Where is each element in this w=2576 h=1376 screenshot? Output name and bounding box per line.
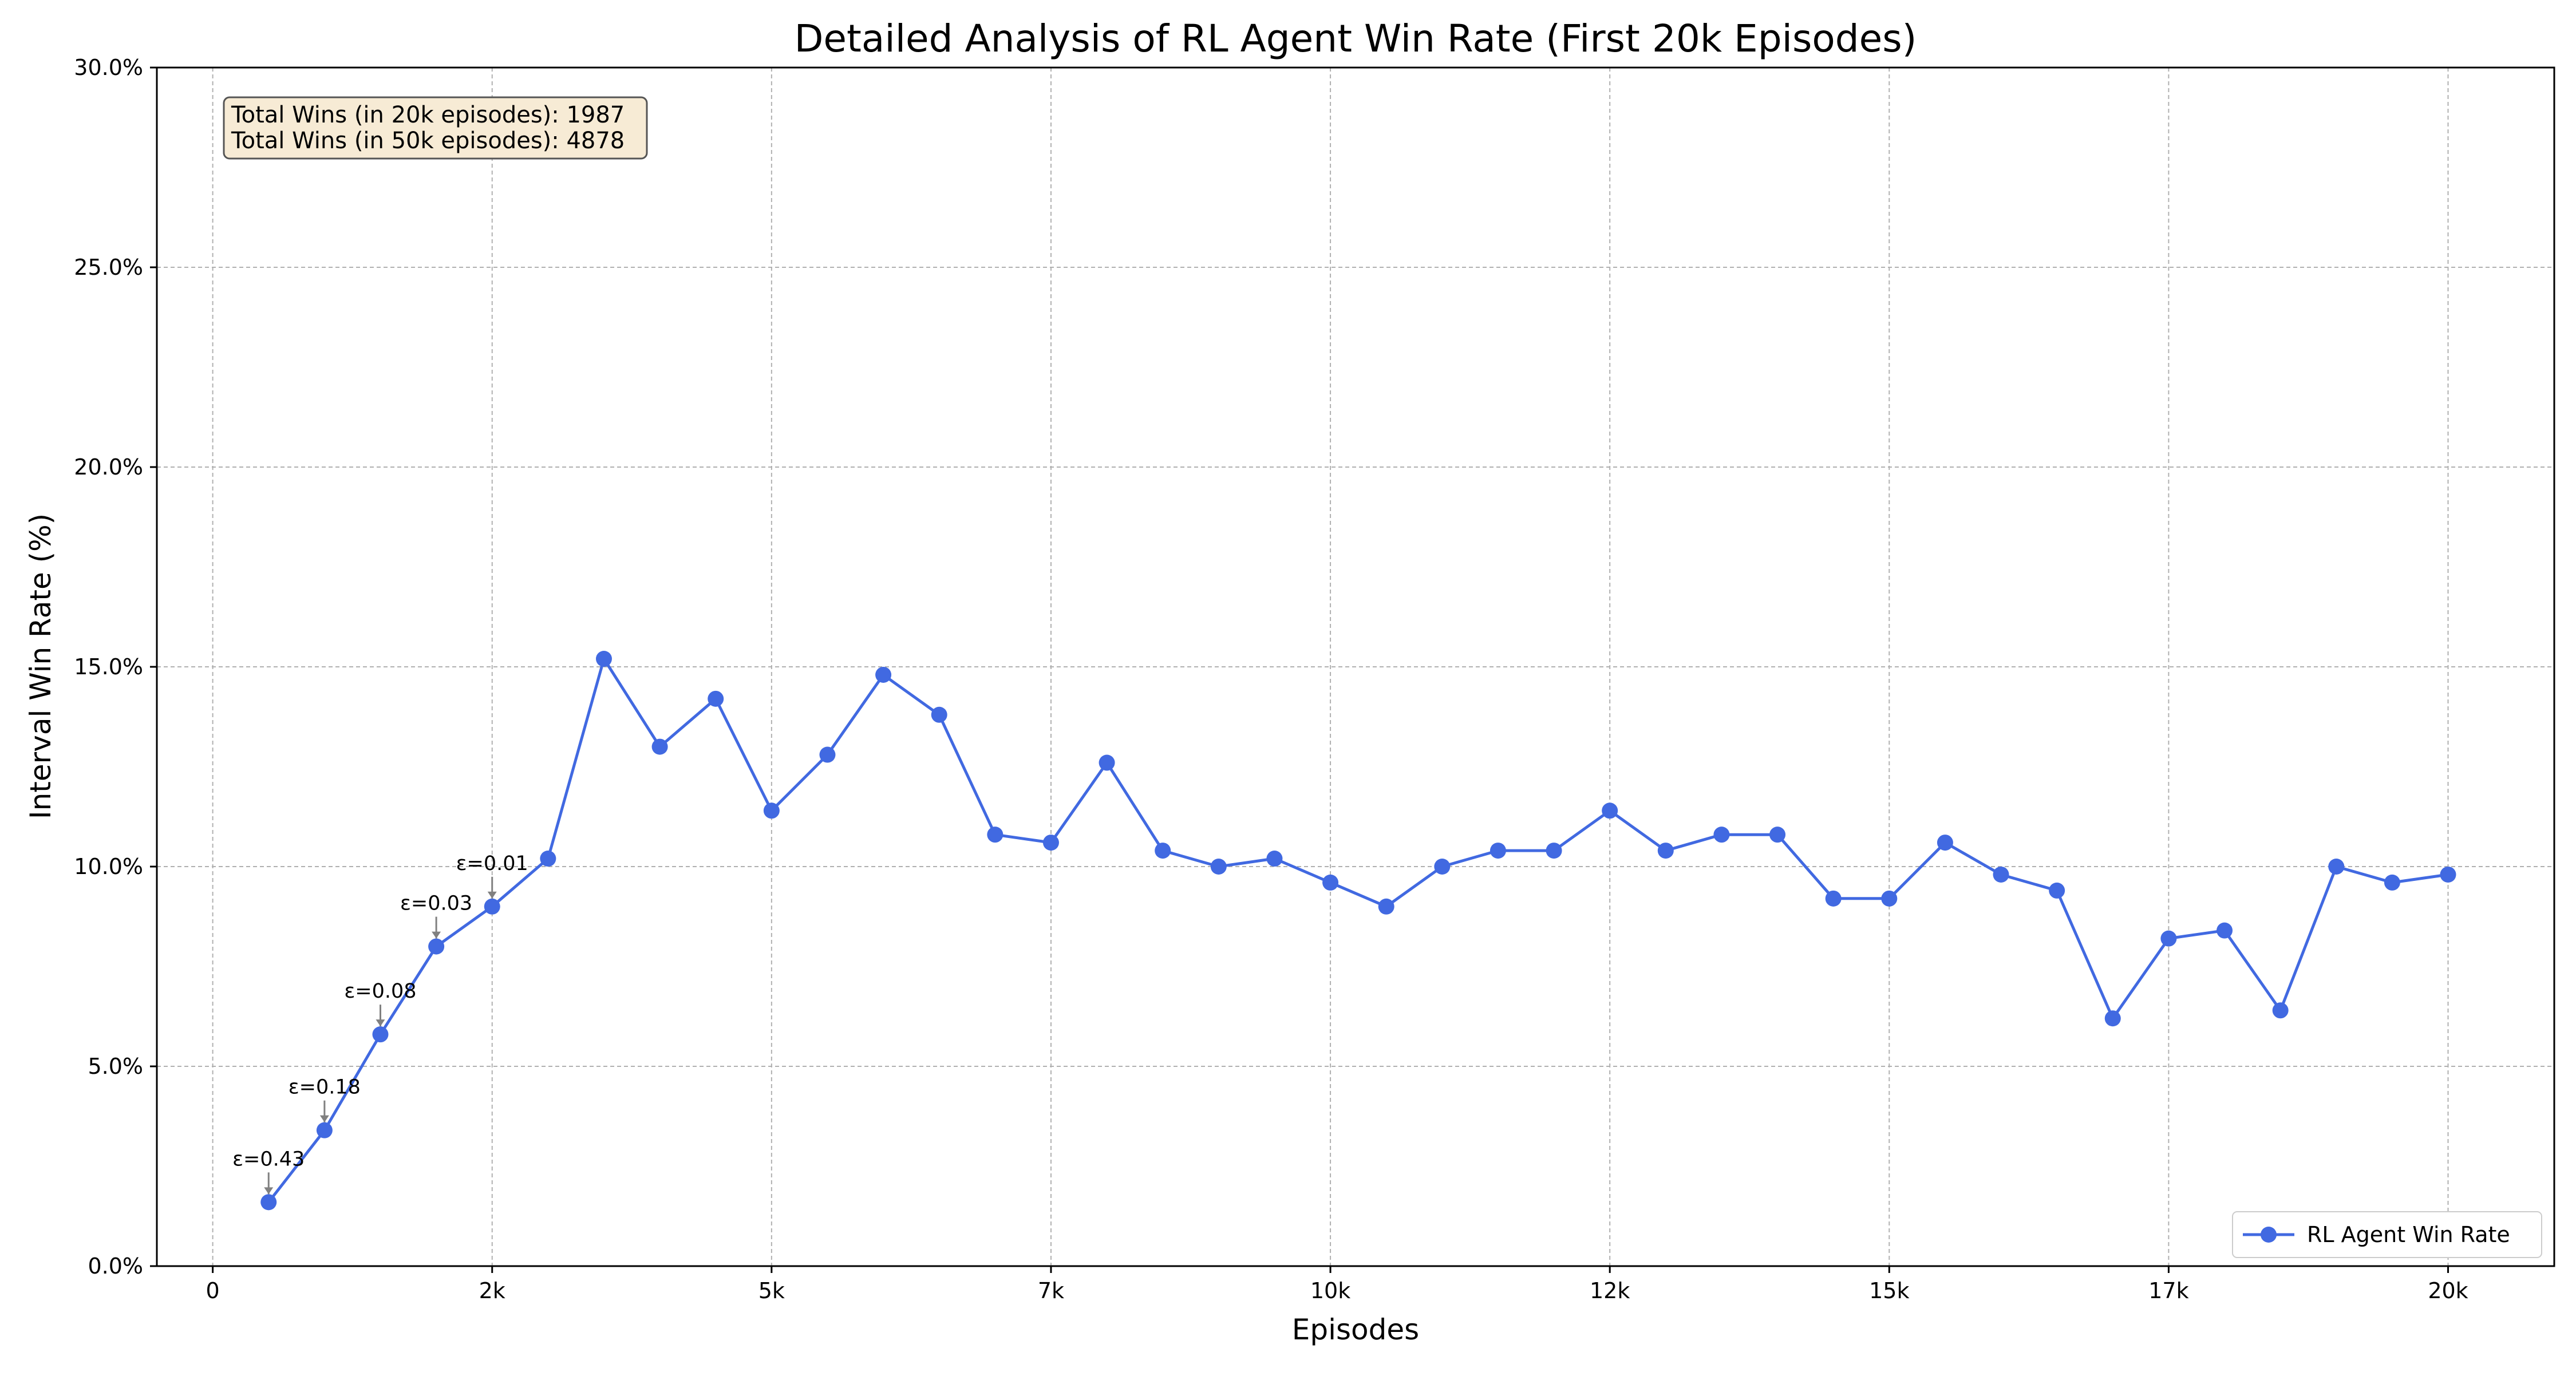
data-point <box>1266 851 1283 867</box>
x-tick-label: 5k <box>758 1278 785 1303</box>
data-point <box>1881 890 1898 907</box>
series-line <box>267 657 2448 1203</box>
data-point <box>484 898 500 915</box>
data-point <box>1155 843 1171 859</box>
data-point <box>2104 1010 2121 1027</box>
y-tick-label: 15.0% <box>74 654 143 679</box>
data-point <box>987 827 1003 843</box>
y-tick-label: 5.0% <box>88 1054 143 1079</box>
data-point <box>1937 835 1953 851</box>
annotations-layer: ε=0.43 ε=0.18 ε=0.08 ε=0.03 ε=0.01 <box>232 852 528 1195</box>
data-point <box>540 851 556 867</box>
data-point <box>428 938 445 955</box>
data-point <box>1099 754 1115 771</box>
axes: 0 2k 5k 7k 10k 12k 15k 17k 20k 0.0% 5.0% 10.0% 15.0%… <box>74 55 2555 1303</box>
data-point <box>651 738 668 755</box>
info-box-line1: Total Wins (in 20k episodes): 1987 <box>231 102 625 128</box>
x-tick-label: 2k <box>479 1278 505 1303</box>
x-axis-title: Episodes <box>1292 1313 1419 1346</box>
data-point <box>2217 922 2233 939</box>
data-point <box>1602 802 1618 819</box>
data-point <box>260 1194 277 1211</box>
annotation-label: ε=0.43 <box>232 1148 305 1171</box>
data-point <box>1210 859 1227 875</box>
y-tick-label: 20.0% <box>74 454 143 480</box>
data-point <box>763 802 780 819</box>
y-tick-label: 25.0% <box>74 255 143 280</box>
y-tick-label: 0.0% <box>88 1254 143 1279</box>
data-point <box>372 1026 389 1043</box>
data-point <box>931 706 947 723</box>
annotation-arrowhead <box>319 1115 329 1122</box>
data-point <box>875 666 892 683</box>
y-tick-label: 10.0% <box>74 854 143 879</box>
annotation-label: ε=0.03 <box>400 892 472 915</box>
data-point <box>708 690 724 707</box>
data-point <box>2328 859 2345 875</box>
data-point <box>1769 827 1786 843</box>
data-point <box>2049 882 2065 899</box>
legend-marker-swatch <box>2261 1227 2277 1243</box>
data-point <box>1546 843 1562 859</box>
x-tick-label: 0 <box>206 1278 220 1303</box>
annotation-label: ε=0.08 <box>344 980 416 1003</box>
legend-frame <box>2232 1211 2542 1258</box>
data-point <box>1657 843 1674 859</box>
info-box-line2: Total Wins (in 50k episodes): 4878 <box>231 128 625 154</box>
y-tick-label: 30.0% <box>74 55 143 80</box>
legend-label: RL Agent Win Rate <box>2307 1222 2510 1247</box>
annotation-label: ε=0.01 <box>456 852 528 875</box>
data-point <box>1825 890 1842 907</box>
data-point <box>1322 874 1339 891</box>
x-tick-label: 12k <box>1590 1278 1630 1303</box>
info-box-frame <box>223 96 648 160</box>
annotation-arrowhead <box>432 931 441 939</box>
legend: RL Agent Win Rate <box>2232 1211 2542 1258</box>
x-tick-label: 7k <box>1038 1278 1064 1303</box>
data-point <box>1993 866 2009 883</box>
data-point <box>2384 874 2400 891</box>
annotation-arrowhead <box>376 1019 385 1027</box>
x-tick-label: 15k <box>1869 1278 1909 1303</box>
annotation-arrowhead <box>264 1187 274 1195</box>
info-box: Total Wins (in 20k episodes): 1987 Total… <box>223 96 648 160</box>
data-point <box>2272 1002 2289 1019</box>
data-point <box>595 651 612 667</box>
x-tick-label: 20k <box>2428 1278 2468 1303</box>
x-tick-label: 10k <box>1310 1278 1350 1303</box>
data-point <box>1713 827 1730 843</box>
data-point <box>2440 866 2456 883</box>
data-point <box>1490 843 1506 859</box>
y-axis-title: Interval Win Rate (%) <box>24 513 57 819</box>
data-point <box>1378 898 1394 915</box>
data-point <box>316 1122 333 1138</box>
data-point <box>1042 835 1059 851</box>
data-point <box>2160 930 2177 947</box>
x-tick-label: 17k <box>2148 1278 2188 1303</box>
data-point <box>1434 859 1451 875</box>
data-point <box>819 746 836 763</box>
annotation-label: ε=0.18 <box>289 1076 361 1099</box>
annotation-arrowhead <box>487 891 497 899</box>
series-layer <box>260 651 2456 1211</box>
chart-title: Detailed Analysis of RL Agent Win Rate (… <box>795 17 1917 61</box>
